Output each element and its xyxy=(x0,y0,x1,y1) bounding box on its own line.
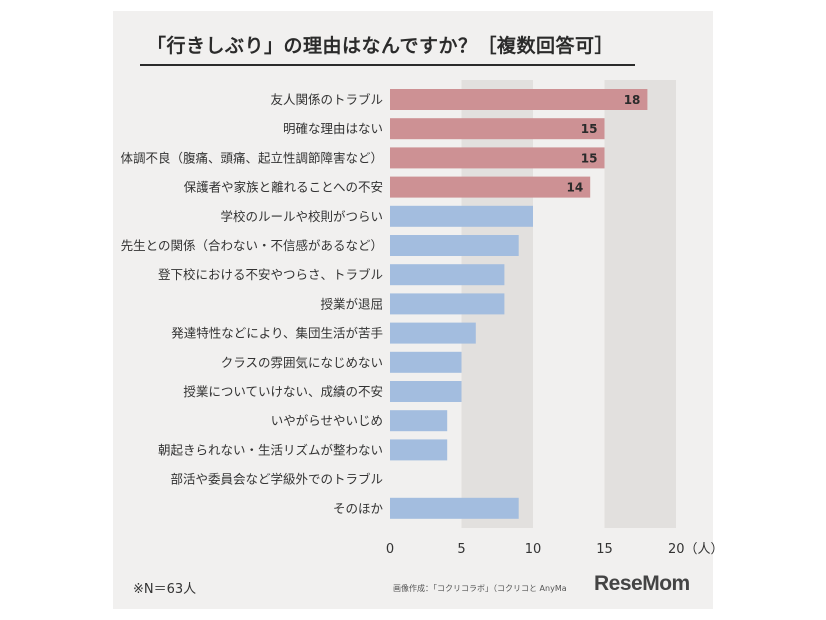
x-axis-ticks: 0 5 10 15 20（人） xyxy=(386,542,724,557)
chart-title: 「行きしぶり」の理由はなんですか？［複数回答可］ xyxy=(147,35,615,57)
tick-label: 20（人） xyxy=(668,542,724,557)
tick-label: 10 xyxy=(525,542,542,557)
category-label: 部活や委員会など学級外でのトラブル xyxy=(170,472,383,487)
category-label: 学校のルールや校則がつらい xyxy=(220,209,383,224)
bar xyxy=(390,176,591,198)
sample-size-note: ※N＝63人 xyxy=(133,582,197,597)
category-label: そのほか xyxy=(333,501,384,516)
tick-label: 5 xyxy=(457,542,465,557)
title-underline xyxy=(140,64,635,66)
data-label: 18 xyxy=(624,93,641,107)
data-label: 15 xyxy=(581,122,598,136)
category-label: 先生との関係（合わない・不信感があるなど） xyxy=(121,238,383,253)
category-label: 発達特性などにより、集団生活が苦手 xyxy=(171,326,383,341)
bar xyxy=(390,205,533,227)
category-label: 授業についていけない、成績の不安 xyxy=(183,384,383,399)
value-labels: 18 15 15 14 xyxy=(566,93,640,195)
category-label: 朝起きられない・生活リズムが整わない xyxy=(158,442,383,457)
category-label: いやがらせやいじめ xyxy=(271,413,383,428)
bar xyxy=(390,235,519,256)
bars xyxy=(390,89,648,519)
bar xyxy=(390,118,605,140)
data-label: 15 xyxy=(581,151,598,165)
background-band xyxy=(604,80,676,528)
category-label: 体調不良（腹痛、頭痛、起立性調節障害など） xyxy=(120,150,383,165)
data-label: 14 xyxy=(566,181,583,195)
bar xyxy=(390,264,505,286)
category-label: クラスの雰囲気になじめない xyxy=(221,355,383,370)
tick-label: 15 xyxy=(596,542,613,557)
category-label: 保護者や家族と離れることへの不安 xyxy=(184,180,383,195)
category-label: 友人関係のトラブル xyxy=(270,92,383,107)
bar xyxy=(390,293,505,315)
tick-label: 0 xyxy=(386,542,394,557)
category-label: 授業が退屈 xyxy=(320,296,383,311)
image-credit: 画像作成：「コクリコラボ」（コクリコと AnyMa xyxy=(393,584,567,593)
bar xyxy=(390,497,519,519)
bar xyxy=(390,439,448,461)
bar xyxy=(390,351,462,373)
bar xyxy=(390,410,448,432)
bar xyxy=(390,89,648,110)
category-label: 明確な理由はない xyxy=(283,121,383,136)
category-label: 登下校における不安やつらさ、トラブル xyxy=(158,267,383,282)
bar xyxy=(390,322,476,344)
bar xyxy=(390,381,462,402)
bar xyxy=(390,147,605,169)
resemom-logo: ReseMom xyxy=(594,572,690,595)
